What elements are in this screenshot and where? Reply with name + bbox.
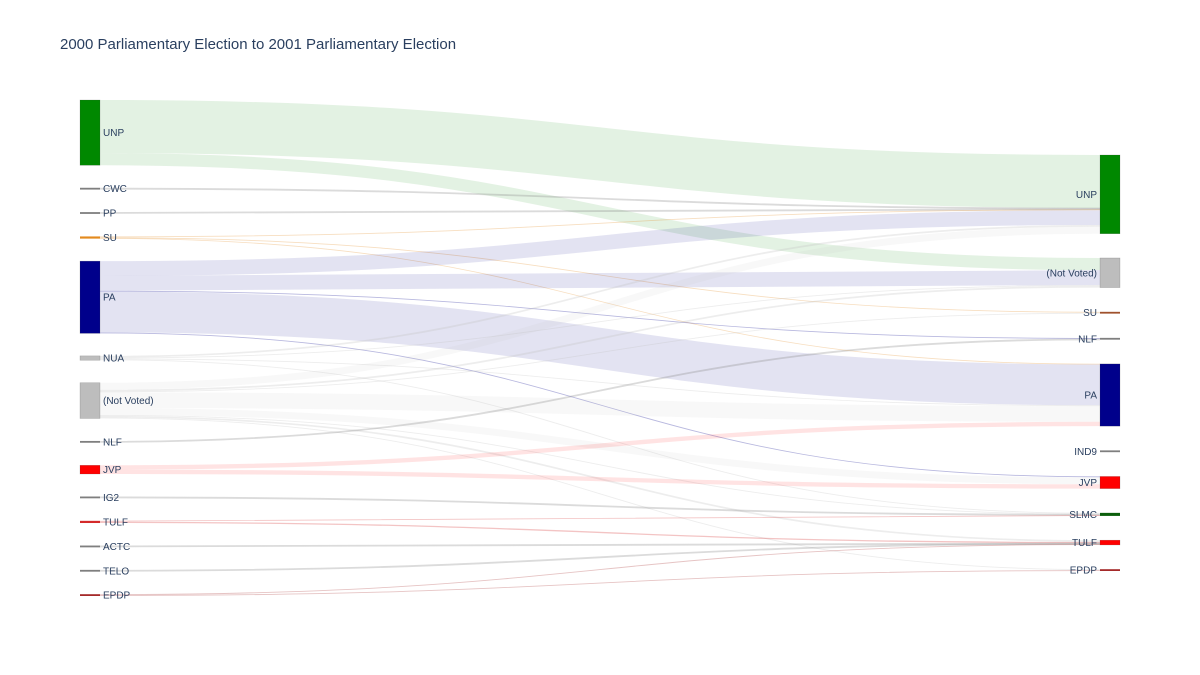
link-s-pa-to-t-nlf <box>99 290 1101 339</box>
link-s-nua-to-t-pa <box>99 358 1101 407</box>
chart-title: 2000 Parliamentary Election to 2001 Parl… <box>60 36 457 53</box>
source-node-cwc[interactable] <box>80 187 100 190</box>
link-s-nlf-to-t-nlf <box>99 338 1101 443</box>
source-node-actc[interactable] <box>80 545 100 548</box>
link-s-jvp-to-t-pa <box>99 421 1101 470</box>
link-s-tulf-to-t-slmc <box>99 515 1101 522</box>
target-node-su[interactable] <box>1100 311 1120 314</box>
target-node-tulf[interactable] <box>1099 539 1121 546</box>
source-node-epdp[interactable] <box>80 594 100 596</box>
target-label-jvp: JVP <box>1079 478 1098 489</box>
target-label-not-voted: (Not Voted) <box>1046 268 1097 279</box>
link-s-unp-to-t-unp <box>99 100 1101 209</box>
target-label-pa: PA <box>1084 391 1097 402</box>
link-s-epdp-to-t-tulf <box>99 544 1101 596</box>
source-label-nua: NUA <box>103 354 124 365</box>
link-s-nua-to-t-slmc <box>99 359 1101 514</box>
source-label-pp: PP <box>103 209 117 220</box>
source-node-not-voted[interactable] <box>79 382 101 419</box>
source-label-not-voted: (Not Voted) <box>103 396 154 407</box>
target-node-ind9[interactable] <box>1100 450 1120 453</box>
link-s-pp-to-t-unp <box>99 208 1101 214</box>
target-label-nlf: NLF <box>1078 334 1097 345</box>
link-s-nua-to-t-nv <box>99 284 1101 359</box>
link-s-nv-to-t-su <box>99 312 1101 393</box>
source-label-nlf: NLF <box>103 437 122 448</box>
target-node-unp[interactable] <box>1099 154 1121 234</box>
link-s-pa-to-t-jvp <box>99 332 1101 478</box>
link-s-pa-to-t-unp <box>99 210 1101 276</box>
link-s-nv-to-t-nv <box>99 285 1101 392</box>
source-label-ig2: IG2 <box>103 493 120 504</box>
target-node-slmc[interactable] <box>1100 512 1120 516</box>
target-label-su: SU <box>1083 308 1097 319</box>
link-s-nv-to-t-tulf <box>99 415 1101 542</box>
target-node-pa[interactable] <box>1099 363 1121 427</box>
sankey-links <box>99 100 1101 596</box>
link-s-telo-to-t-tulf <box>99 542 1101 572</box>
link-s-nv-to-t-unp <box>99 226 1101 390</box>
source-label-jvp: JVP <box>103 465 122 476</box>
link-s-nv-to-t-epdp <box>99 417 1101 571</box>
link-s-jvp-to-t-jvp <box>99 469 1101 489</box>
source-node-jvp[interactable] <box>79 465 101 475</box>
target-label-slmc: SLMC <box>1069 510 1097 521</box>
target-label-epdp: EPDP <box>1070 566 1098 577</box>
target-node-not-voted[interactable] <box>1099 257 1121 288</box>
target-label-ind9: IND9 <box>1074 447 1097 458</box>
source-node-su[interactable] <box>80 236 100 239</box>
sankey-nodes <box>79 99 1121 596</box>
link-s-unp-to-t-nv <box>99 153 1101 271</box>
source-label-tulf: TULF <box>103 517 128 528</box>
link-s-su-to-t-pa <box>99 237 1101 365</box>
source-node-pa[interactable] <box>79 260 101 334</box>
link-s-nua-to-t-unp <box>99 225 1101 358</box>
source-node-unp[interactable] <box>79 99 101 166</box>
source-node-nua[interactable] <box>79 355 101 361</box>
source-node-nlf[interactable] <box>80 440 100 443</box>
link-s-pa-to-t-nv <box>99 270 1101 291</box>
source-label-cwc: CWC <box>103 184 127 195</box>
source-node-telo[interactable] <box>80 569 100 572</box>
target-node-nlf[interactable] <box>1100 337 1120 340</box>
source-label-epdp: EPDP <box>103 591 131 602</box>
link-s-su-to-t-su <box>99 237 1101 313</box>
source-label-pa: PA <box>103 293 116 304</box>
link-s-actc-to-t-tulf <box>99 542 1101 548</box>
source-node-ig2[interactable] <box>80 496 100 499</box>
source-label-su: SU <box>103 233 117 244</box>
target-label-unp: UNP <box>1076 190 1097 201</box>
link-s-pa-to-t-pa <box>99 291 1101 406</box>
target-node-epdp[interactable] <box>1100 569 1120 571</box>
source-label-unp: UNP <box>103 128 124 139</box>
link-s-nv-to-t-pa <box>99 392 1101 422</box>
link-s-epdp-to-t-epdp <box>99 570 1101 596</box>
source-node-pp[interactable] <box>80 212 100 214</box>
sankey-labels: UNP CWC PP SU PA NUA (Not Voted) NLF JVP IG2 TULF A… <box>103 128 1097 601</box>
link-s-cwc-to-t-unp <box>99 187 1101 210</box>
link-s-tulf-to-t-tulf <box>99 521 1101 544</box>
link-s-nv-to-t-slmc <box>99 414 1101 515</box>
link-s-su-to-t-unp <box>99 209 1101 238</box>
link-s-nv-to-t-jvp <box>99 407 1101 485</box>
link-s-ig2-to-t-slmc <box>99 496 1101 516</box>
source-label-actc: ACTC <box>103 542 130 553</box>
source-node-tulf[interactable] <box>80 520 100 524</box>
source-label-telo: TELO <box>103 566 129 577</box>
target-label-tulf: TULF <box>1072 538 1097 549</box>
target-node-jvp[interactable] <box>1099 476 1121 489</box>
